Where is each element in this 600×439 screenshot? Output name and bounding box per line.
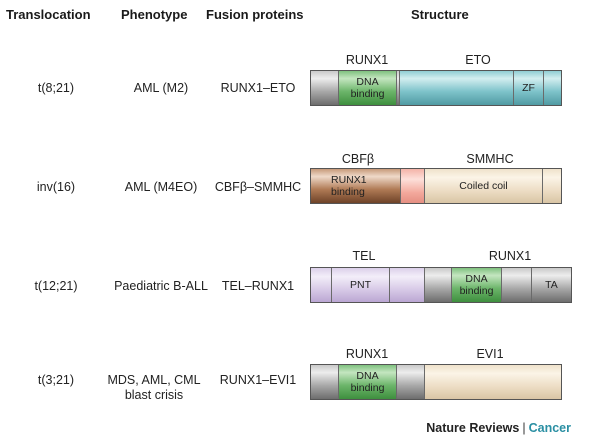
row1-dna-binding-label: DNA binding	[350, 76, 385, 100]
row2-structure-bar: RUNX1 binding Coiled coil	[310, 168, 562, 204]
row3-phenotype: Paediatric B-ALL	[114, 279, 208, 293]
row2-coiled-coil-segment: Coiled coil	[424, 169, 542, 203]
row4-structure-bar: DNA binding	[310, 364, 562, 400]
row2-runx1-binding-segment: RUNX1 binding	[311, 169, 400, 203]
row3-pnt-segment: PNT	[331, 268, 389, 302]
row3-pnt-label: PNT	[350, 279, 371, 291]
row3-tel-nterm-segment	[311, 268, 331, 302]
credit-separator: |	[522, 421, 526, 435]
row3-dna-binding-label: DNA binding	[459, 273, 494, 297]
row3-ta-segment: TA	[531, 268, 571, 302]
row1-structure-bar: DNA binding ZF	[310, 70, 562, 106]
header-fusion-proteins: Fusion proteins	[206, 7, 304, 22]
row1-runx1-nterm-segment	[311, 71, 338, 105]
row1-runx1-cterm-segment	[396, 71, 399, 105]
row1-zf-segment: ZF	[513, 71, 543, 105]
row4-dna-binding-label: DNA binding	[350, 370, 385, 394]
row1-label-runx1: RUNX1	[345, 53, 389, 67]
row4-evi1-segment	[424, 365, 561, 399]
row1-translocation: t(8;21)	[37, 81, 75, 95]
row1-fusion-protein: RUNX1–ETO	[220, 81, 296, 95]
row3-ta-label: TA	[545, 279, 558, 291]
row2-phenotype: AML (M4EO)	[124, 180, 198, 194]
row3-runx1-nterm-segment	[424, 268, 451, 302]
row4-translocation: t(3;21)	[37, 373, 75, 387]
row3-label-tel: TEL	[352, 249, 376, 263]
row4-label-runx1: RUNX1	[345, 347, 389, 361]
row4-label-evi1: EVI1	[476, 347, 504, 361]
row1-label-eto: ETO	[465, 53, 491, 67]
row4-fusion-protein: RUNX1–EVI1	[219, 373, 297, 387]
row1-dna-binding-segment: DNA binding	[338, 71, 396, 105]
row3-runx1-mid-segment	[501, 268, 531, 302]
row2-translocation: inv(16)	[36, 180, 76, 194]
row4-dna-binding-segment: DNA binding	[338, 365, 396, 399]
row1-eto-cterm-segment	[543, 71, 561, 105]
header-phenotype: Phenotype	[121, 7, 188, 22]
row1-zf-label: ZF	[522, 82, 535, 94]
row2-smmhc-cterm-segment	[542, 169, 561, 203]
row3-tel-mid-segment	[389, 268, 424, 302]
row3-label-runx1: RUNX1	[488, 249, 532, 263]
row3-dna-binding-segment: DNA binding	[451, 268, 501, 302]
row1-phenotype: AML (M2)	[133, 81, 189, 95]
row3-fusion-protein: TEL–RUNX1	[221, 279, 295, 293]
row2-coiled-coil-label: Coiled coil	[459, 180, 508, 192]
row4-runx1-cterm-segment	[396, 365, 424, 399]
row3-translocation: t(12;21)	[34, 279, 78, 293]
row2-label-smmhc: SMMHC	[466, 152, 514, 166]
row2-runx1-binding-label: RUNX1 binding	[331, 174, 367, 198]
row4-phenotype: MDS, AML, CML blast crisis	[107, 373, 201, 402]
row1-eto-segment	[399, 71, 513, 105]
journal-name: Cancer	[528, 421, 571, 435]
row2-cbfb-cterm-segment	[400, 169, 424, 203]
header-translocation: Translocation	[6, 7, 91, 22]
publisher-name: Nature Reviews	[426, 421, 520, 435]
row2-fusion-protein: CBFβ–SMMHC	[214, 180, 302, 194]
row2-label-cbfb: CBFβ	[341, 152, 375, 166]
row4-runx1-nterm-segment	[311, 365, 338, 399]
header-structure: Structure	[411, 7, 469, 22]
row3-structure-bar: PNT DNA binding TA	[310, 267, 572, 303]
journal-credit: Nature Reviews | Cancer	[426, 421, 571, 435]
